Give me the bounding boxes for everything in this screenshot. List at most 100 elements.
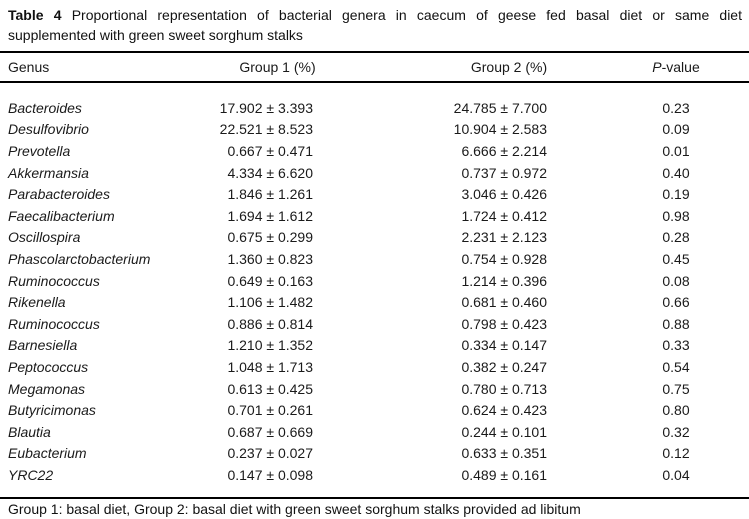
group1-value-cell: 0.147 ± 0.098 [227, 466, 313, 483]
group1-value-cell: 0.237 ± 0.027 [227, 445, 313, 462]
group1-value-cell: 1.210 ± 1.352 [227, 337, 313, 354]
genus-cell: Blautia [8, 423, 51, 440]
table-row: Eubacterium 0.237 ± 0.027 0.633 ± 0.351 0.1… [0, 443, 749, 465]
table-row: Barnesiella 1.210 ± 1.352 0.334 ± 0.147 0.3… [0, 335, 749, 357]
genus-cell: Akkermansia [8, 164, 89, 181]
genus-cell: Bacteroides [8, 99, 82, 116]
p-value-cell: 0.19 [662, 186, 690, 203]
genus-cell: Megamonas [8, 380, 86, 397]
table-row: Phascolarctobacterium 1.360 ± 0.823 0.754 … [0, 248, 749, 270]
p-value-cell: 0.40 [662, 164, 690, 181]
group1-value-cell: 0.701 ± 0.261 [227, 402, 313, 419]
group1-value-cell: 22.521 ± 8.523 [219, 121, 313, 138]
p-value-cell: 0.80 [662, 402, 690, 419]
table-row: YRC22 0.147 ± 0.098 0.489 ± 0.161 0.04 [0, 464, 749, 486]
table-caption-line1: Table 4 Proportional representation of b… [8, 5, 742, 25]
group1-value-cell: 0.886 ± 0.814 [227, 315, 313, 332]
p-value-cell: 0.23 [662, 99, 690, 116]
p-value-cell: 0.98 [662, 207, 690, 224]
group2-value-cell: 0.624 ± 0.423 [461, 402, 547, 419]
table-header-row: Genus Group 1 (%) Group 2 (%) P-value [0, 53, 749, 81]
genus-cell: Desulfovibrio [8, 121, 89, 138]
table-caption-text: Proportional representation of bacterial… [71, 7, 742, 23]
genus-cell: Phascolarctobacterium [8, 250, 151, 267]
column-header-genus: Genus [8, 59, 50, 75]
table-caption: Table 4 Proportional representation of b… [8, 5, 742, 45]
group2-value-cell: 0.737 ± 0.972 [461, 164, 547, 181]
table-row: Parabacteroides 1.846 ± 1.261 3.046 ± 0.42… [0, 183, 749, 205]
group2-value-cell: 6.666 ± 2.214 [461, 142, 547, 159]
genus-cell: Ruminococcus [8, 272, 100, 289]
group2-value-cell: 1.214 ± 0.396 [461, 272, 547, 289]
table-body: Bacteroides 17.902 ± 3.393 24.785 ± 7.700 0… [0, 83, 749, 486]
table-row: Butyricimonas 0.701 ± 0.261 0.624 ± 0.423 0… [0, 399, 749, 421]
group1-value-cell: 0.667 ± 0.471 [227, 142, 313, 159]
table-row: Rikenella 1.106 ± 1.482 0.681 ± 0.460 0.66 [0, 291, 749, 313]
group2-value-cell: 0.780 ± 0.713 [461, 380, 547, 397]
column-header-pvalue: P-value [623, 59, 749, 75]
group2-value-cell: 1.724 ± 0.412 [461, 207, 547, 224]
genus-cell: Parabacteroides [8, 186, 110, 203]
group1-value-cell: 1.048 ± 1.713 [227, 358, 313, 375]
genus-cell: Rikenella [8, 294, 66, 311]
pvalue-header-rest: -value [661, 59, 700, 75]
column-header-group1: Group 1 (%) [239, 59, 316, 75]
p-value-cell: 0.32 [662, 423, 690, 440]
group2-value-cell: 0.681 ± 0.460 [461, 294, 547, 311]
p-value-cell: 0.09 [662, 121, 690, 138]
p-value-cell: 0.28 [662, 229, 690, 246]
table-header-rule [0, 81, 749, 83]
table-row: Oscillospira 0.675 ± 0.299 2.231 ± 2.123 0.… [0, 227, 749, 249]
group1-value-cell: 0.649 ± 0.163 [227, 272, 313, 289]
table-top-rule [0, 51, 749, 53]
group2-value-cell: 0.334 ± 0.147 [461, 337, 547, 354]
group1-value-cell: 0.675 ± 0.299 [227, 229, 313, 246]
table-row: Megamonas 0.613 ± 0.425 0.780 ± 0.713 0.75 [0, 378, 749, 400]
genus-cell: Faecalibacterium [8, 207, 115, 224]
group1-value-cell: 4.334 ± 6.620 [227, 164, 313, 181]
pvalue-header-italic: P [652, 59, 662, 75]
genus-cell: Eubacterium [8, 445, 87, 462]
genus-cell: Ruminococcus [8, 315, 100, 332]
group2-value-cell: 0.489 ± 0.161 [461, 466, 547, 483]
genus-cell: YRC22 [8, 466, 54, 483]
group2-value-cell: 0.633 ± 0.351 [461, 445, 547, 462]
genus-cell: Barnesiella [8, 337, 78, 354]
p-value-cell: 0.88 [662, 315, 690, 332]
genus-cell: Peptococcus [8, 358, 89, 375]
p-value-cell: 0.04 [662, 466, 690, 483]
group1-value-cell: 1.846 ± 1.261 [227, 186, 313, 203]
table-row: Faecalibacterium 1.694 ± 1.612 1.724 ± 0.4… [0, 205, 749, 227]
group2-value-cell: 10.904 ± 2.583 [453, 121, 547, 138]
group2-value-cell: 3.046 ± 0.426 [461, 186, 547, 203]
table-row: Ruminococcus 0.649 ± 0.163 1.214 ± 0.396 0.… [0, 270, 749, 292]
group1-value-cell: 17.902 ± 3.393 [219, 99, 313, 116]
table-row: Prevotella 0.667 ± 0.471 6.666 ± 2.214 0.01 [0, 140, 749, 162]
group2-value-cell: 0.382 ± 0.247 [461, 358, 547, 375]
table-row: Bacteroides 17.902 ± 3.393 24.785 ± 7.700 0… [0, 97, 749, 119]
table-row: Peptococcus 1.048 ± 1.713 0.382 ± 0.247 0.5… [0, 356, 749, 378]
group1-value-cell: 1.106 ± 1.482 [227, 294, 313, 311]
p-value-cell: 0.75 [662, 380, 690, 397]
table-caption-line2: supplemented with green sweet sorghum st… [8, 27, 303, 43]
group2-value-cell: 24.785 ± 7.700 [453, 99, 547, 116]
p-value-cell: 0.01 [662, 142, 690, 159]
p-value-cell: 0.33 [662, 337, 690, 354]
p-value-cell: 0.12 [662, 445, 690, 462]
genus-cell: Oscillospira [8, 229, 81, 246]
table-footnote: Group 1: basal diet, Group 2: basal diet… [8, 501, 581, 517]
group1-value-cell: 0.613 ± 0.425 [227, 380, 313, 397]
table-row: Blautia 0.687 ± 0.669 0.244 ± 0.101 0.32 [0, 421, 749, 443]
table-caption-label: Table 4 [8, 7, 62, 23]
table-row: Desulfovibrio 22.521 ± 8.523 10.904 ± 2.58… [0, 119, 749, 141]
group1-value-cell: 0.687 ± 0.669 [227, 423, 313, 440]
group2-value-cell: 2.231 ± 2.123 [461, 229, 547, 246]
genus-cell: Prevotella [8, 142, 71, 159]
group1-value-cell: 1.694 ± 1.612 [227, 207, 313, 224]
p-value-cell: 0.54 [662, 358, 690, 375]
p-value-cell: 0.66 [662, 294, 690, 311]
genus-cell: Butyricimonas [8, 402, 96, 419]
group1-value-cell: 1.360 ± 0.823 [227, 250, 313, 267]
table-row: Ruminococcus 0.886 ± 0.814 0.798 ± 0.423 0.… [0, 313, 749, 335]
